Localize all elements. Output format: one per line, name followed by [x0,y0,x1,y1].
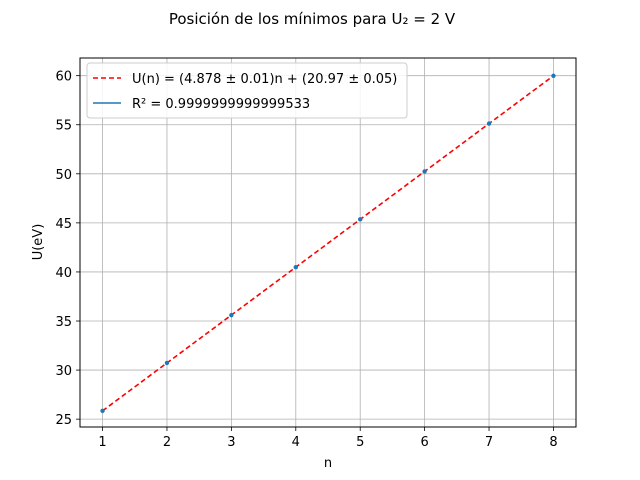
legend: U(n) = (4.878 ± 0.01)n + (20.97 ± 0.05) … [86,62,408,119]
x-tick-label: 8 [549,435,557,450]
data-point [422,169,427,174]
fit-line-layer [102,75,554,412]
chart-title: Posición de los mínimos para U₂ = 2 V [169,10,456,28]
data-point [229,312,234,318]
y-tick-label: 55 [55,119,72,134]
y-tick-label: 60 [55,70,72,85]
y-axis: 25 30 35 40 45 50 55 60 [55,70,80,428]
data-points-layer [100,73,556,414]
y-tick-label: 30 [55,364,72,379]
x-axis: 1 2 3 4 5 6 7 8 [98,427,558,450]
x-tick-label: 4 [292,435,300,450]
y-axis-label: U(eV) [31,224,46,261]
data-point [358,217,363,222]
y-tick-label: 40 [55,266,72,281]
x-tick-label: 3 [227,435,235,450]
x-tick-label: 1 [98,435,106,450]
y-tick-label: 45 [55,217,72,232]
fit-line [102,75,554,412]
y-tick-label: 35 [55,315,72,330]
x-tick-label: 5 [356,435,364,450]
legend-box [86,62,408,119]
grid [80,58,576,427]
data-point [164,360,170,366]
legend-label-points: R² = 0.9999999999999533 [132,97,310,112]
y-tick-label: 25 [55,413,72,428]
data-point [100,408,105,414]
x-tick-label: 6 [420,435,428,450]
x-tick-label: 2 [163,435,171,450]
x-tick-label: 7 [485,435,493,450]
data-point [293,265,298,270]
y-tick-label: 50 [55,168,72,183]
data-point [551,73,556,78]
plot-frame [79,57,577,428]
legend-label-fit: U(n) = (4.878 ± 0.01)n + (20.97 ± 0.05) [132,72,397,87]
data-point [486,121,492,126]
x-axis-label: n [324,456,332,471]
